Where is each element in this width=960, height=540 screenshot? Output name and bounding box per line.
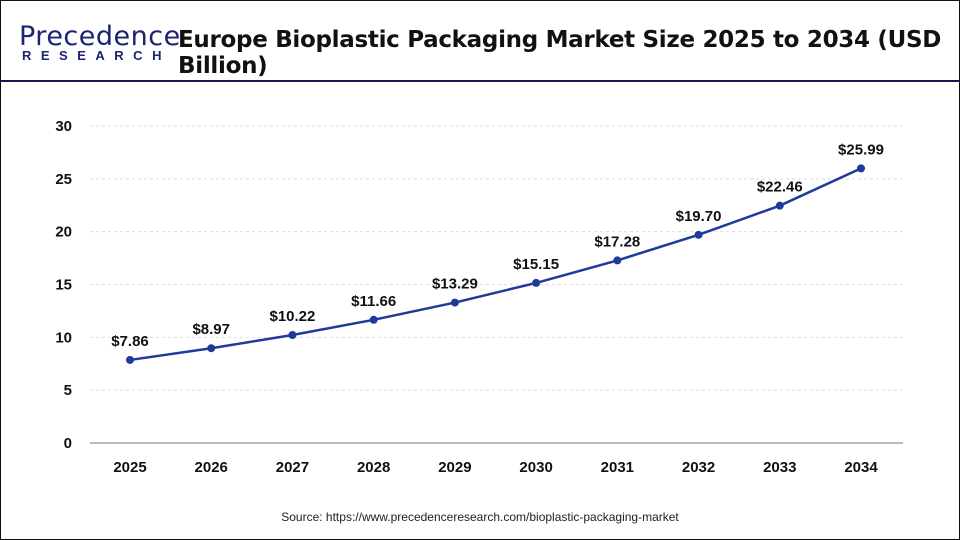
data-label: $19.70	[676, 208, 722, 225]
x-tick-label: 2029	[438, 459, 471, 476]
series-line	[129, 167, 862, 362]
data-label: $15.15	[513, 256, 559, 273]
data-label: $8.97	[192, 321, 230, 338]
y-tick-label: 25	[55, 171, 72, 188]
data-label: $13.29	[432, 276, 478, 293]
y-tick-label: 20	[55, 224, 72, 241]
y-tick-label: 10	[55, 329, 72, 346]
logo-text: Precedence	[19, 21, 181, 52]
chart-title: Europe Bioplastic Packaging Market Size …	[178, 27, 942, 79]
logo-sub: RESEARCH	[22, 48, 171, 63]
y-tick-label: 15	[55, 277, 72, 294]
y-tick-label: 5	[64, 382, 72, 399]
x-tick-label: 2031	[601, 459, 634, 476]
data-point	[775, 201, 784, 210]
data-label: $10.22	[269, 308, 315, 325]
source-note: Source: https://www.precedenceresearch.c…	[281, 510, 679, 524]
data-point	[694, 230, 703, 239]
data-label: $11.66	[351, 293, 396, 310]
y-tick-label: 30	[55, 118, 72, 135]
x-tick-label: 2027	[276, 459, 309, 476]
data-point	[450, 298, 459, 307]
x-tick-label: 2030	[519, 459, 552, 476]
precedence-research-logo: Precedence RESEARCH	[19, 21, 180, 63]
data-label: $22.46	[757, 179, 803, 196]
x-tick-label: 2032	[682, 459, 715, 476]
data-point	[613, 256, 622, 265]
y-tick-label: 0	[64, 435, 72, 452]
data-label: $17.28	[594, 233, 640, 250]
data-point	[369, 315, 378, 324]
header: Precedence RESEARCH Europe Bioplastic Pa…	[1, 1, 959, 82]
x-tick-label: 2034	[844, 459, 878, 476]
data-label: $7.86	[111, 333, 149, 350]
data-point	[288, 331, 297, 340]
data-point	[532, 278, 541, 287]
data-label: $25.99	[838, 141, 884, 158]
data-point	[126, 355, 134, 364]
x-tick-label: 2025	[113, 459, 146, 476]
x-tick-label: 2028	[357, 459, 390, 476]
x-tick-label: 2026	[195, 459, 228, 476]
data-point	[857, 164, 865, 173]
x-tick-label: 2033	[763, 459, 796, 476]
data-point	[207, 344, 216, 353]
